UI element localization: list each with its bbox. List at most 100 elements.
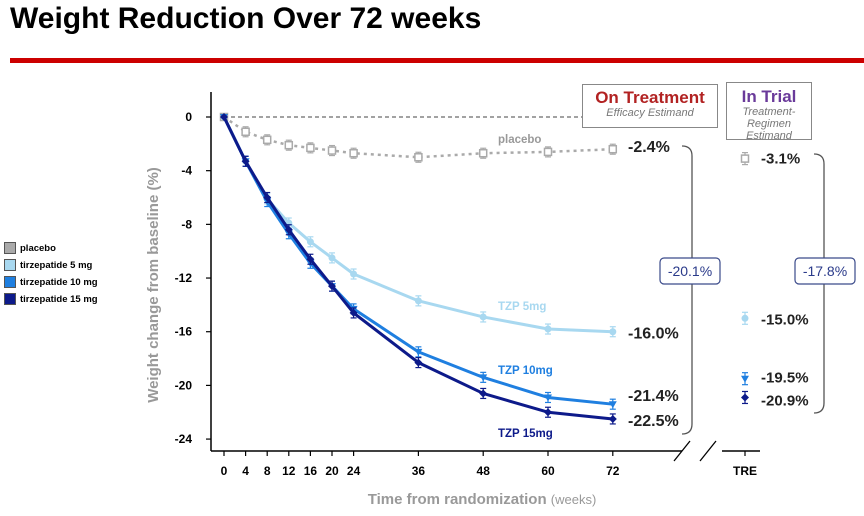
x-tick-label: 0 — [221, 464, 228, 478]
legend-item-tzp5: tirzepatide 5 mg — [4, 258, 98, 272]
x-tick-label: 60 — [541, 464, 555, 478]
data-point-placebo — [349, 148, 358, 158]
x-tick-label: 4 — [242, 464, 249, 478]
data-point-tzp15 — [479, 389, 488, 398]
series-line-label: TZP 5mg — [498, 301, 546, 313]
legend-label: tirzepatide 15 mg — [20, 293, 98, 305]
data-point-tzp10 — [544, 394, 552, 402]
legend-item-tzp15: tirzepatide 15 mg — [4, 292, 98, 306]
data-point-placebo — [306, 143, 315, 153]
data-point-tzp15 — [608, 414, 617, 423]
tre-value-label-tzp15: -20.9% — [761, 392, 809, 409]
data-point-placebo — [241, 127, 250, 137]
y-tick-label: -16 — [175, 325, 193, 339]
data-point-tzp15 — [263, 193, 272, 202]
data-point-tzp5 — [544, 325, 552, 333]
y-tick-label: -12 — [175, 271, 193, 285]
data-point-tzp5 — [609, 328, 617, 336]
series-line-label: TZP 10mg — [498, 365, 553, 377]
x-tick-label: 36 — [412, 464, 426, 478]
data-point-tzp5 — [306, 238, 314, 246]
legend-label: tirzepatide 10 mg — [20, 276, 98, 288]
data-point-placebo — [414, 153, 423, 162]
y-tick-label: 0 — [185, 110, 192, 124]
plot-area — [219, 112, 750, 425]
tre-point-tzp10 — [741, 375, 749, 383]
legend: placebo tirzepatide 5 mg tirzepatide 10 … — [4, 241, 98, 309]
data-point-tzp15 — [284, 225, 293, 234]
legend-swatch — [4, 293, 16, 305]
tre-point-tzp15 — [741, 393, 749, 402]
on-treatment-subtitle: Efficacy Estimand — [606, 107, 694, 119]
tre-value-label-placebo: -3.1% — [761, 151, 800, 168]
tre-tick-label: TRE — [733, 464, 757, 478]
tre-value-label-tzp5: -15.0% — [761, 311, 809, 328]
data-point-tzp15 — [306, 255, 315, 264]
x-axis-title: Time from randomization (weeks) — [368, 491, 597, 508]
legend-item-placebo: placebo — [4, 241, 98, 255]
in-trial-box: In Trial Treatment-Regimen Estimand — [726, 82, 812, 142]
data-point-tzp15 — [414, 358, 423, 367]
data-point-tzp15 — [349, 308, 358, 317]
on-treatment-difference-label: -20.1% — [668, 263, 712, 279]
tre-point-placebo — [740, 154, 750, 163]
y-tick-label: -24 — [175, 432, 193, 446]
chart-labels: Time from randomization (weeks) Weight ch… — [145, 134, 856, 508]
legend-swatch — [4, 259, 16, 271]
on-treatment-difference-box — [659, 257, 721, 285]
legend-swatch — [4, 242, 16, 254]
data-point-placebo — [478, 148, 488, 158]
data-point-tzp10 — [479, 374, 488, 382]
data-point-tzp15 — [220, 113, 228, 121]
data-point-tzp15 — [241, 157, 250, 166]
slide-title: Weight Reduction Over 72 weeks — [10, 2, 482, 35]
axis-break-mark — [673, 440, 691, 462]
x-tick-label: 8 — [264, 464, 271, 478]
tre-value-label-tzp10: -19.5% — [761, 370, 809, 387]
data-point-tzp15 — [328, 282, 336, 291]
in-trial-difference-label: -17.8% — [803, 263, 847, 279]
in-trial-subtitle-1: Treatment-Regimen — [742, 106, 796, 130]
end-value-label-tzp5: -16.0% — [628, 326, 679, 343]
on-treatment-title: On Treatment — [595, 88, 705, 107]
data-point-tzp10 — [414, 348, 423, 356]
series-line-label: placebo — [498, 134, 541, 146]
data-point-placebo — [543, 147, 553, 157]
end-value-label-placebo: -2.4% — [628, 139, 670, 156]
legend-item-tzp10: tirzepatide 10 mg — [4, 275, 98, 289]
on-treatment-box: On Treatment Efficacy Estimand — [582, 84, 718, 128]
data-point-tzp5 — [328, 254, 336, 262]
x-tick-label: 12 — [282, 464, 296, 478]
chart-axes: 0-4-8-12-16-20-240 4 8 12 16 20 24 36 48 60 72 TRE — [175, 92, 760, 478]
series-line-placebo — [223, 115, 613, 159]
y-tick-label: -20 — [175, 378, 193, 392]
in-trial-title: In Trial — [741, 87, 797, 106]
data-point-tzp15 — [544, 408, 552, 417]
y-tick-label: -8 — [181, 217, 192, 231]
legend-label: placebo — [20, 242, 56, 254]
y-tick-label: -4 — [181, 164, 192, 178]
on-treatment-bracket — [681, 145, 693, 435]
data-point-placebo — [608, 144, 618, 154]
end-value-label-tzp10: -21.4% — [628, 388, 679, 405]
legend-label: tirzepatide 5 mg — [20, 259, 93, 271]
tre-point-tzp5 — [741, 314, 749, 322]
x-tick-label: 20 — [325, 464, 339, 478]
data-point-tzp10 — [608, 401, 617, 409]
legend-swatch — [4, 276, 16, 288]
end-value-label-tzp15: -22.5% — [628, 413, 679, 430]
x-tick-label: 72 — [606, 464, 620, 478]
in-trial-difference-box — [794, 257, 856, 285]
x-tick-label: 16 — [304, 464, 318, 478]
data-point-tzp5 — [350, 270, 358, 278]
data-point-tzp5 — [479, 313, 487, 321]
title-rule — [10, 58, 864, 63]
data-point-placebo — [284, 140, 294, 150]
data-point-tzp5 — [414, 297, 422, 305]
y-axis-title: Weight change from baseline (%) — [145, 167, 162, 403]
data-point-placebo — [262, 135, 272, 145]
axis-break-mark — [699, 440, 717, 462]
x-tick-label: 24 — [347, 464, 361, 478]
data-point-placebo — [327, 146, 337, 155]
